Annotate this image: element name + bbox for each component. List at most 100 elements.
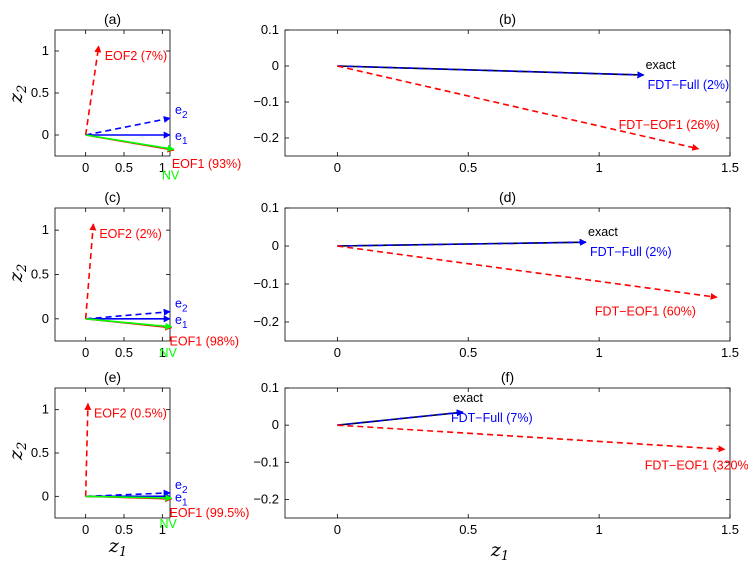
label-exact: exact [453,391,483,405]
panel-b: (b) 0 0.5 1 1.5 0.1 0 −0.1 −0.2 exact FDT−Full (2%… [253,11,739,175]
x-tick-label: 1 [159,345,166,360]
vector-nv [85,318,173,330]
label-e2: e2 [175,103,188,121]
y-tick-label: 0.1 [261,380,279,395]
vector-eof2 [84,402,92,497]
vector-nv [85,494,173,502]
vector-fdt-full [337,65,645,79]
y-tick-label: −0.1 [253,276,279,291]
y-tick-label: 0.1 [261,22,279,37]
label-exact: exact [588,225,618,239]
label-eof2: EOF2 (7%) [105,49,168,63]
axes-frame [284,387,731,519]
y-tick-label: 1 [42,222,49,237]
y-tick-label: −0.1 [253,454,279,469]
vector-eof2 [84,223,97,319]
x-tick-label: 0 [82,160,89,175]
panel-f: (f) 0 0.5 1 1.5 0.1 0 −0.1 −0.2 exact FDT−Full (7%… [253,369,748,537]
x-tick-label: 0.5 [115,345,133,360]
vector-nv [85,134,175,152]
label-e1: e1 [175,129,188,147]
ylabel-row3: z2 [5,442,30,461]
x-tick-label: 0 [334,345,341,360]
label-nv: NV [162,168,180,182]
label-fdt-eof1: FDT−EOF1 (320%) [645,458,748,472]
label-fdt-full: FDT−Full (2%) [648,78,730,92]
y-tick-label: 0.5 [31,85,49,100]
x-tick-label: 1 [159,522,166,537]
x-tick-label: 0 [82,345,89,360]
label-eof1: EOF1 (99.5%) [170,506,250,520]
x-tick-label: 0 [82,522,89,537]
x-tick-label: 1.5 [721,160,739,175]
vector-e2 [85,115,171,136]
y-tick-label: 1 [42,402,49,417]
vector-e2 [85,308,171,320]
y-tick-label: −0.2 [253,130,279,145]
vector-fdt-full [337,238,587,247]
axes-frame [284,29,731,157]
vector-fdt-full [337,409,464,426]
y-tick-label: 0 [272,58,279,73]
panel-title: (c) [104,189,120,205]
x-tick-label: 0 [334,160,341,175]
vector-fdt-eof1 [337,65,700,151]
x-tick-label: 0.5 [459,160,477,175]
y-tick-label: 0.5 [31,445,49,460]
y-tick-label: −0.2 [253,491,279,506]
vector-fdt-eof1 [337,424,726,453]
label-e1: e1 [175,490,188,508]
label-eof1: EOF1 (98%) [170,335,239,349]
panel-d: (d) 0 0.5 1 1.5 0.1 0 −0.1 −0.2 exact FDT−Full (2%… [253,189,739,360]
x-tick-label: 0.5 [459,345,477,360]
vector-eof2 [84,45,102,136]
label-fdt-full: FDT−Full (2%) [590,245,672,259]
x-tick-label: 1 [159,160,166,175]
x-tick-label: 0.5 [115,160,133,175]
label-fdt-eof1: FDT−EOF1 (60%) [595,304,696,318]
x-tick-label: 1.5 [721,345,739,360]
panel-title: (d) [499,189,516,205]
label-nv: NV [160,346,178,360]
y-tick-label: −0.1 [253,94,279,109]
y-tick-label: 0 [272,417,279,432]
label-fdt-eof1: FDT−EOF1 (26%) [619,118,720,132]
panel-title: (e) [104,369,121,385]
panel-title: (a) [104,11,121,27]
label-eof2: EOF2 (2%) [99,227,162,241]
x-tick-label: 1.5 [721,522,739,537]
xlabel-right: z1 [490,539,509,562]
label-nv: NV [160,517,178,531]
panel-a: (a) 0 0.5 1 0 0.5 1 EOF2 (7%) e2 e1 EOF1 (93%)NV [31,11,241,182]
x-tick-label: 0.5 [459,522,477,537]
ylabel-row1: z2 [5,85,30,104]
y-tick-label: 0 [42,488,49,503]
label-e2: e2 [175,478,188,496]
y-tick-label: 0.5 [31,267,49,282]
vector-fdt-eof1 [337,245,718,300]
x-tick-label: 0.5 [115,522,133,537]
y-tick-label: 0.1 [261,200,279,215]
label-fdt-full: FDT−Full (7%) [451,411,533,425]
y-tick-label: 0 [272,238,279,253]
y-tick-label: 1 [42,43,49,58]
label-eof2: EOF2 (0.5%) [94,407,167,421]
x-tick-label: 1 [596,522,603,537]
axes-frame [284,207,731,342]
x-tick-label: 1 [596,345,603,360]
ylabel-row2: z2 [5,264,30,283]
y-tick-label: −0.2 [253,314,279,329]
panel-title: (b) [499,11,516,27]
xlabel-left: z1 [108,535,127,560]
panel-title: (f) [501,369,514,385]
x-tick-label: 1 [596,160,603,175]
label-e1: e1 [175,313,188,331]
label-eof1: EOF1 (93%) [172,157,241,171]
y-tick-label: 0 [42,127,49,142]
y-tick-label: 0 [42,311,49,326]
label-e2: e2 [175,297,188,315]
